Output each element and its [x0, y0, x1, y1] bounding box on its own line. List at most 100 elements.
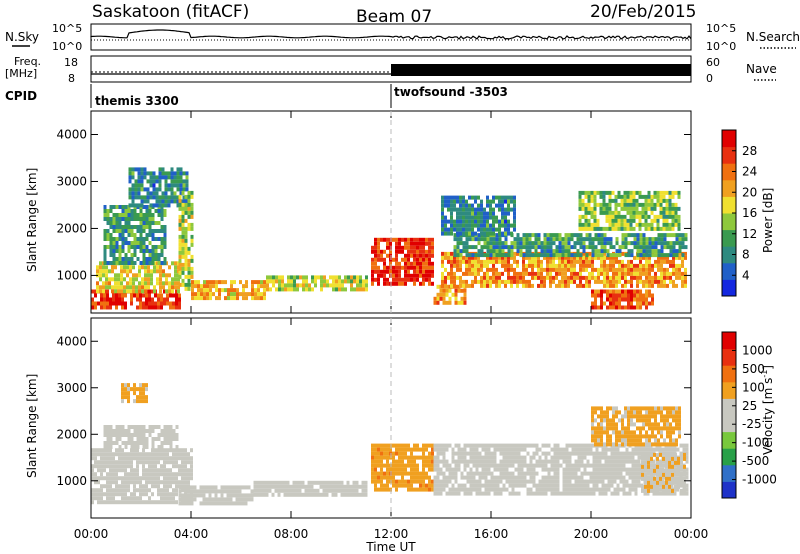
range-gate-cell: [578, 190, 582, 195]
range-gate-cell: [607, 463, 611, 468]
range-gate-cell: [484, 467, 488, 472]
range-gate-cell: [600, 233, 604, 238]
range-gate-cell: [444, 227, 447, 232]
range-gate-cell: [377, 269, 380, 274]
range-gate-cell: [604, 491, 608, 496]
range-gate-cell: [596, 190, 600, 195]
range-gate-cell: [568, 491, 572, 496]
range-gate-cell: [653, 226, 657, 231]
range-gate-cell: [130, 456, 133, 461]
range-gate-cell: [592, 451, 596, 456]
range-gate-cell: [148, 225, 152, 229]
range-gate-cell: [166, 500, 169, 505]
range-gate-cell: [589, 487, 593, 492]
range-gate-cell: [498, 241, 502, 246]
range-gate-cell: [626, 202, 630, 207]
range-gate-cell: [281, 279, 284, 284]
range-gate-cell: [657, 275, 660, 280]
range-gate-cell: [128, 175, 132, 180]
range-gate-cell: [478, 487, 482, 492]
range-gate-cell: [187, 210, 191, 215]
range-gate-cell: [355, 480, 359, 485]
range-gate-cell: [422, 277, 425, 282]
range-gate-cell: [622, 475, 626, 480]
range-gate-cell: [636, 267, 639, 272]
range-gate-cell: [499, 491, 503, 496]
range-gate-cell: [174, 269, 177, 274]
range-gate-cell: [121, 488, 124, 493]
range-gate-cell: [525, 249, 529, 254]
range-gate-cell: [181, 464, 184, 469]
range-gate-cell: [163, 476, 166, 481]
range-gate-cell: [144, 281, 147, 286]
range-gate-cell: [111, 285, 114, 290]
range-gate-cell: [166, 448, 169, 453]
range-gate-cell: [115, 488, 118, 493]
range-gate-cell: [612, 263, 615, 268]
range-gate-cell: [320, 279, 323, 284]
range-gate-cell: [661, 451, 665, 456]
range-gate-cell: [143, 199, 147, 204]
range-gate-cell: [161, 199, 165, 204]
range-gate-cell: [514, 443, 518, 448]
range-gate-cell: [407, 237, 410, 242]
range-gate-cell: [507, 211, 510, 216]
range-gate-cell: [184, 476, 187, 481]
range-gate-cell: [109, 297, 112, 302]
range-gate-cell: [484, 463, 488, 468]
range-gate-cell: [529, 479, 533, 484]
range-gate-cell: [594, 442, 597, 447]
range-gate-cell: [184, 286, 188, 291]
range-gate-cell: [362, 283, 365, 288]
range-gate-cell: [618, 297, 621, 302]
range-gate-cell: [173, 183, 177, 188]
range-gate-cell: [422, 269, 425, 274]
range-gate-cell: [550, 483, 554, 488]
range-gate-cell: [609, 275, 612, 280]
range-gate-cell: [410, 467, 413, 472]
range-gate-cell: [489, 211, 492, 216]
range-gate-cell: [674, 218, 678, 223]
range-gate-cell: [504, 237, 508, 242]
range-gate-cell: [115, 229, 119, 233]
range-gate-cell: [454, 479, 458, 484]
range-gate-cell: [594, 289, 597, 294]
range-gate-cell: [439, 447, 443, 452]
range-gate-cell: [127, 456, 130, 461]
range-gate-cell: [134, 203, 138, 208]
range-gate-cell: [510, 275, 513, 280]
range-gate-cell: [583, 455, 587, 460]
range-gate-cell: [256, 492, 260, 497]
range-gate-cell: [218, 292, 221, 297]
range-gate-cell: [595, 463, 599, 468]
range-gate-cell: [462, 255, 465, 260]
range-gate-cell: [616, 447, 620, 452]
range-gate-cell: [519, 253, 523, 258]
range-gate-cell: [564, 283, 567, 288]
range-gate-cell: [657, 263, 660, 268]
range-gate-cell: [142, 468, 145, 473]
range-gate-cell: [145, 209, 149, 213]
range-gate-cell: [242, 296, 245, 301]
range-gate-cell: [290, 283, 293, 288]
range-gate-cell: [662, 198, 666, 203]
range-gate-cell: [128, 203, 132, 208]
range-gate-cell: [564, 263, 567, 268]
range-gate-cell: [193, 485, 197, 490]
range-gate-cell: [323, 279, 326, 284]
range-gate-cell: [621, 418, 624, 423]
range-gate-cell: [127, 387, 130, 392]
range-gate-cell: [242, 292, 245, 297]
range-gate-cell: [163, 441, 167, 445]
range-gate-cell: [133, 213, 137, 217]
range-gate-cell: [103, 209, 107, 213]
range-gate-cell: [118, 452, 121, 457]
range-gate-cell: [203, 288, 206, 293]
range-gate-cell: [636, 255, 639, 260]
range-gate-cell: [181, 472, 184, 477]
range-gate-cell: [502, 487, 506, 492]
range-gate-cell: [174, 273, 177, 278]
range-gate-cell: [422, 273, 425, 278]
range-gate-cell: [498, 253, 502, 258]
range-gate-cell: [656, 218, 660, 223]
